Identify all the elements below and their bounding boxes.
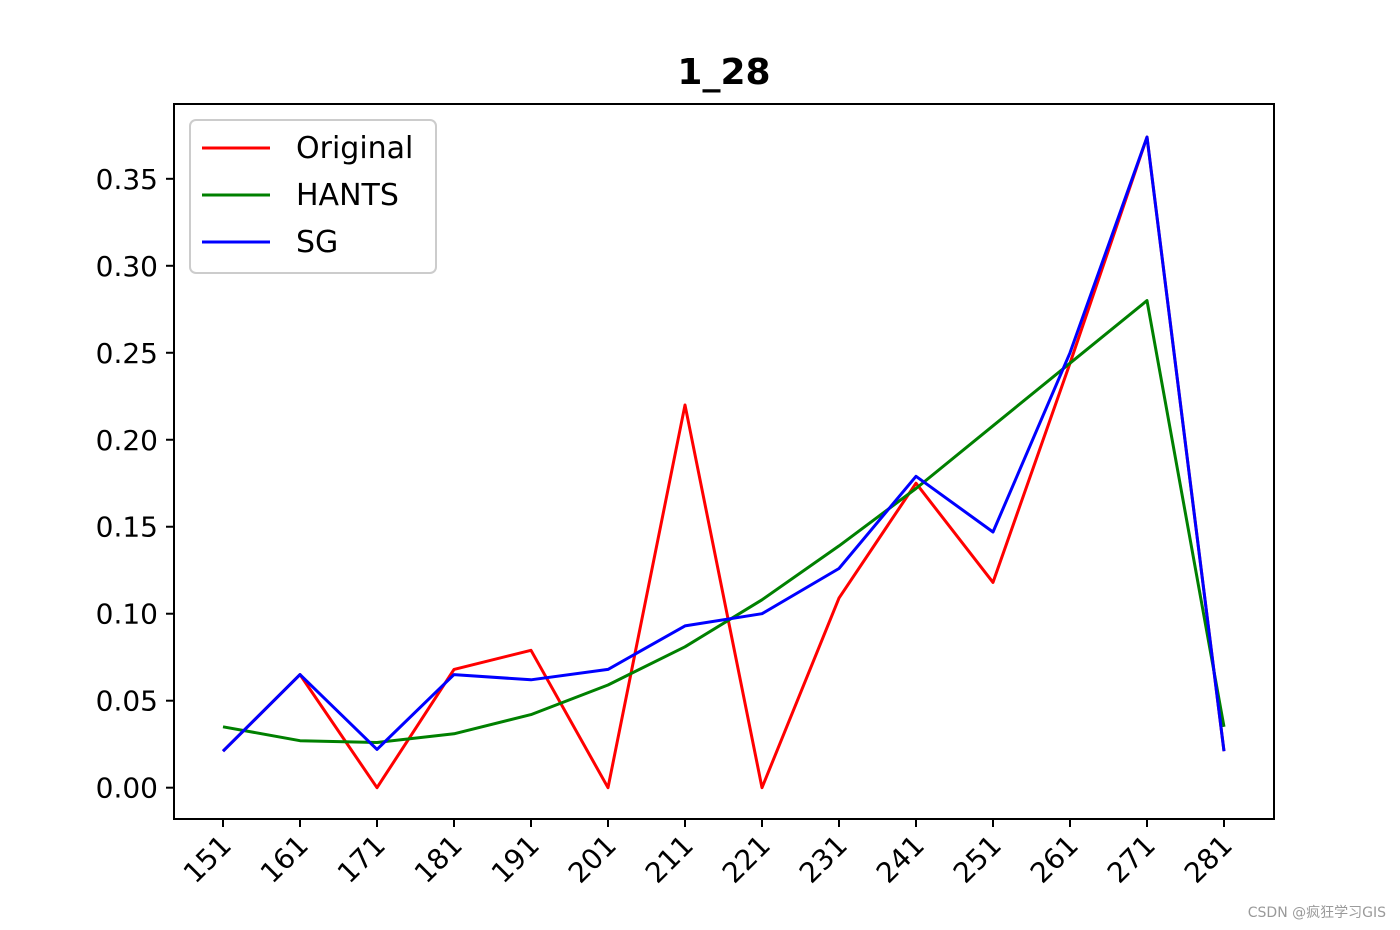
y-axis: 0.00 0.05 0.10 0.15 0.20 0.25 0.30 0.35 <box>96 163 174 805</box>
y-tick-label: 0.30 <box>96 250 158 283</box>
plot-frame <box>173 103 1275 820</box>
x-tick-label: 211 <box>639 829 700 890</box>
legend[interactable]: Original HANTS SG <box>189 119 437 274</box>
x-tick-label: 181 <box>408 829 469 890</box>
x-tick-label: 191 <box>485 829 546 890</box>
plot-area <box>173 103 1275 820</box>
series-line-original <box>221 135 1226 790</box>
y-tick-label: 0.10 <box>96 598 158 631</box>
y-tick-label: 0.20 <box>96 424 158 457</box>
x-tick-label: 151 <box>177 829 238 890</box>
x-tick-label: 231 <box>793 829 854 890</box>
x-tick-label: 171 <box>331 829 392 890</box>
y-tick-label: 0.05 <box>96 685 158 718</box>
x-tick-label: 241 <box>870 829 931 890</box>
x-tick-label: 201 <box>562 829 623 890</box>
x-tick-label: 161 <box>254 829 315 890</box>
legend-label-original: Original <box>296 131 413 166</box>
x-tick-label: 221 <box>716 829 777 890</box>
y-tick-label: 0.15 <box>96 511 158 544</box>
x-tick-label: 281 <box>1178 829 1239 890</box>
legend-label-hants: HANTS <box>296 178 399 213</box>
y-tick-label: 0.00 <box>96 772 158 805</box>
x-tick-label: 251 <box>947 829 1008 890</box>
series-line-hants <box>222 299 1226 744</box>
series-line-sg <box>221 135 1226 753</box>
legend-box <box>189 119 437 274</box>
x-tick-label: 271 <box>1101 829 1162 890</box>
x-axis: 151 161 171 181 191 201 211 221 231 241 251 261 271 2… <box>177 819 1239 890</box>
series-layer <box>221 135 1226 790</box>
y-tick-label: 0.35 <box>96 163 158 196</box>
x-tick-label: 261 <box>1024 829 1085 890</box>
watermark: CSDN @疯狂学习GIS <box>1247 905 1386 921</box>
y-tick-label: 0.25 <box>96 337 158 370</box>
legend-label-sg: SG <box>296 225 338 260</box>
chart-title: 1_28 <box>677 52 770 93</box>
